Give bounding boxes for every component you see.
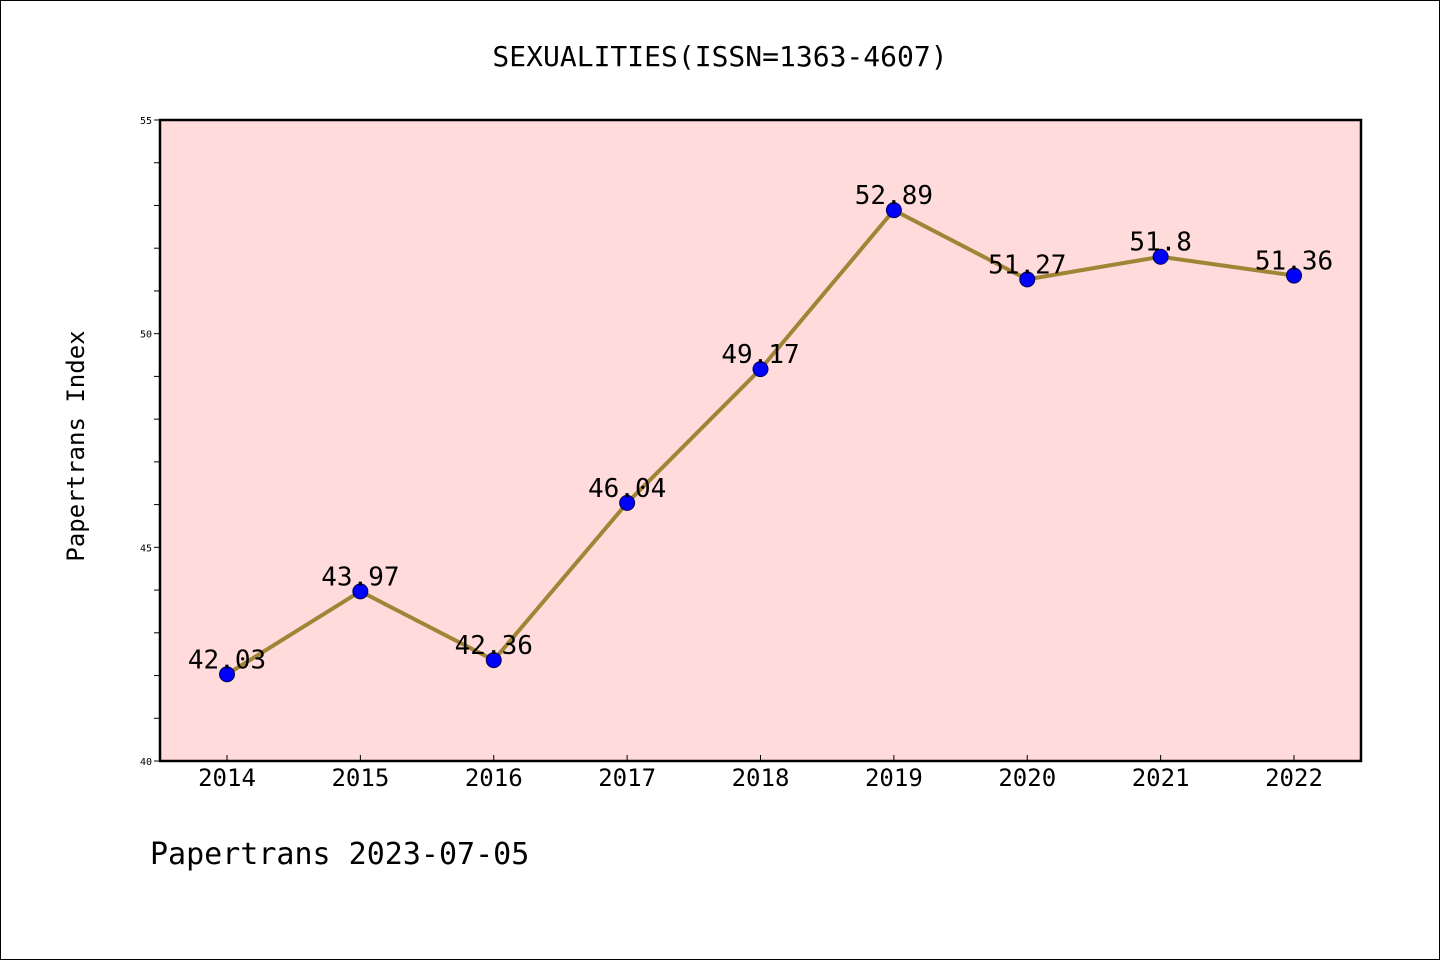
data-point — [1152, 248, 1169, 265]
data-label: 43.97 — [321, 562, 399, 592]
data-label: 42.03 — [188, 645, 266, 675]
y-tick-label: 55 — [140, 116, 152, 127]
data-point — [752, 361, 769, 378]
chart-title: SEXUALITIES(ISSN=1363-4607) — [492, 40, 947, 73]
data-label: 49.17 — [721, 340, 799, 370]
x-tick-label: 2015 — [331, 764, 389, 792]
data-label: 46.04 — [588, 474, 666, 504]
x-tick-label: 2022 — [1265, 764, 1323, 792]
data-point — [219, 666, 235, 683]
footer-watermark: Papertrans 2023-07-05 — [150, 837, 529, 872]
x-tick-label: 2021 — [1132, 764, 1190, 792]
data-point — [619, 494, 636, 511]
x-tick-label: 2019 — [865, 764, 923, 792]
data-point — [485, 652, 502, 669]
y-axis-label: Papertrans Index — [62, 330, 90, 561]
x-tick-label: 2017 — [598, 764, 656, 792]
data-point — [1286, 267, 1302, 284]
data-point — [352, 583, 369, 600]
data-point — [885, 202, 902, 219]
data-label: 51.36 — [1255, 247, 1333, 277]
x-tick-label: 2018 — [732, 764, 790, 792]
data-point — [1019, 271, 1036, 288]
data-label: 51.27 — [988, 250, 1066, 280]
plot-border — [158, 118, 1363, 763]
y-tick-label: 45 — [140, 543, 152, 554]
y-tick-label: 50 — [140, 330, 152, 341]
x-tick-label: 2014 — [198, 764, 256, 792]
data-label: 52.89 — [855, 181, 933, 211]
data-label: 42.36 — [455, 631, 533, 661]
y-tick-label: 40 — [140, 757, 152, 768]
plot-area — [160, 120, 1361, 761]
x-tick-label: 2016 — [465, 764, 523, 792]
x-tick-label: 2020 — [998, 764, 1056, 792]
data-label: 51.8 — [1129, 228, 1192, 258]
